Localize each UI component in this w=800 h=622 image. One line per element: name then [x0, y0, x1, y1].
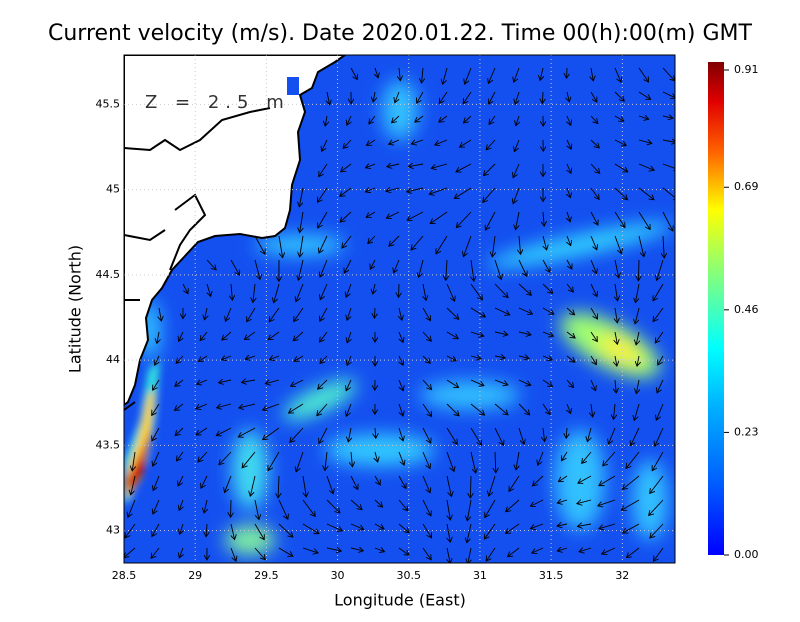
x-tick-label: 29	[188, 569, 202, 582]
x-tick-label: 32	[615, 569, 629, 582]
colorbar-tick-label: 0.46	[734, 303, 759, 316]
x-tick-label: 28.5	[112, 569, 137, 582]
y-tick-label: 43.5	[96, 438, 121, 451]
map-area	[124, 55, 679, 564]
depth-label: Z = 2.5 m	[145, 92, 290, 113]
colorbar-tick-label: 0.91	[734, 63, 759, 76]
y-tick-label: 44	[106, 353, 120, 366]
x-tick-label: 31.5	[539, 569, 564, 582]
x-axis-label: Longitude (East)	[334, 591, 466, 610]
x-tick-label: 30.5	[397, 569, 422, 582]
x-tick-label: 31	[473, 569, 487, 582]
flow-arrow	[638, 260, 639, 281]
colorbar-tick-label: 0.00	[734, 548, 759, 561]
x-tick-label: 29.5	[254, 569, 279, 582]
flow-arrow	[374, 308, 375, 318]
colorbar-tick-label: 0.69	[734, 180, 759, 193]
x-tick-label: 30	[331, 569, 345, 582]
y-axis-label: Latitude (North)	[66, 245, 85, 373]
y-tick-label: 45	[106, 183, 120, 196]
y-tick-label: 44.5	[96, 268, 121, 281]
chart-title: Current velocity (m/s). Date 2020.01.22.…	[48, 21, 753, 46]
y-tick-label: 45.5	[96, 97, 121, 110]
y-tick-label: 43	[106, 524, 120, 537]
colorbar-tick-label: 0.23	[734, 425, 759, 438]
colorbar	[708, 62, 724, 555]
